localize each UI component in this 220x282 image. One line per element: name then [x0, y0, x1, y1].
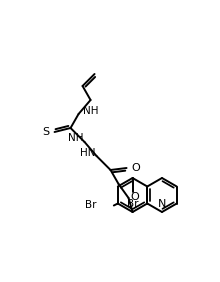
Text: Br: Br — [85, 201, 97, 210]
Text: N: N — [158, 199, 166, 209]
Text: O: O — [132, 163, 140, 173]
Text: Br: Br — [127, 199, 138, 209]
Text: NH: NH — [68, 133, 84, 143]
Text: S: S — [42, 127, 50, 137]
Text: O: O — [130, 192, 139, 202]
Text: HN: HN — [80, 148, 95, 158]
Text: NH: NH — [82, 106, 98, 116]
